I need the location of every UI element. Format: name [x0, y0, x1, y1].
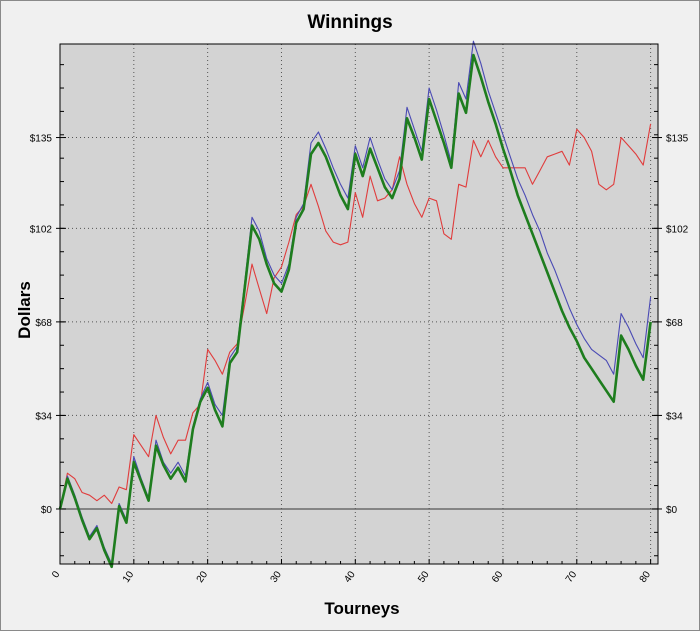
- chart-title: Winnings: [307, 12, 392, 33]
- y-tick-label: $34: [35, 411, 52, 422]
- plot-border: [59, 43, 659, 565]
- x-tick-label: 10: [121, 569, 137, 585]
- plot-area: 0 10 20 30 40 50 60 70 80 $0 $0 $34 $34 $68 $68 $102 $10…: [30, 40, 689, 585]
- x-tick-label: 60: [490, 569, 506, 585]
- y-tick-label-right: $34: [666, 411, 683, 422]
- y-tick-label-right: $135: [666, 134, 689, 145]
- series-line-red: [59, 123, 652, 510]
- y-tick-label: $68: [35, 318, 52, 329]
- y-tick-label: $135: [30, 134, 53, 145]
- y-tick-label-right: $68: [666, 318, 683, 329]
- y-tick-label-right: $102: [666, 224, 689, 235]
- y-tick-label: $0: [41, 505, 53, 516]
- x-tick-label: 70: [564, 569, 580, 585]
- y-tick-label-right: $0: [666, 505, 678, 516]
- y-axis-title: Dollars: [15, 281, 34, 339]
- x-tick-label: 20: [195, 569, 211, 585]
- x-axis-title: Tourneys: [324, 599, 399, 618]
- x-tick-label: 0: [50, 569, 62, 580]
- x-tick-label: 50: [416, 569, 432, 585]
- series-line-green: [58, 53, 652, 569]
- x-tick-label: 30: [269, 569, 285, 585]
- series-line-blue: [59, 40, 652, 565]
- x-tick-label: 80: [638, 569, 654, 585]
- y-tick-label: $102: [30, 224, 53, 235]
- x-tick-label: 40: [342, 569, 358, 585]
